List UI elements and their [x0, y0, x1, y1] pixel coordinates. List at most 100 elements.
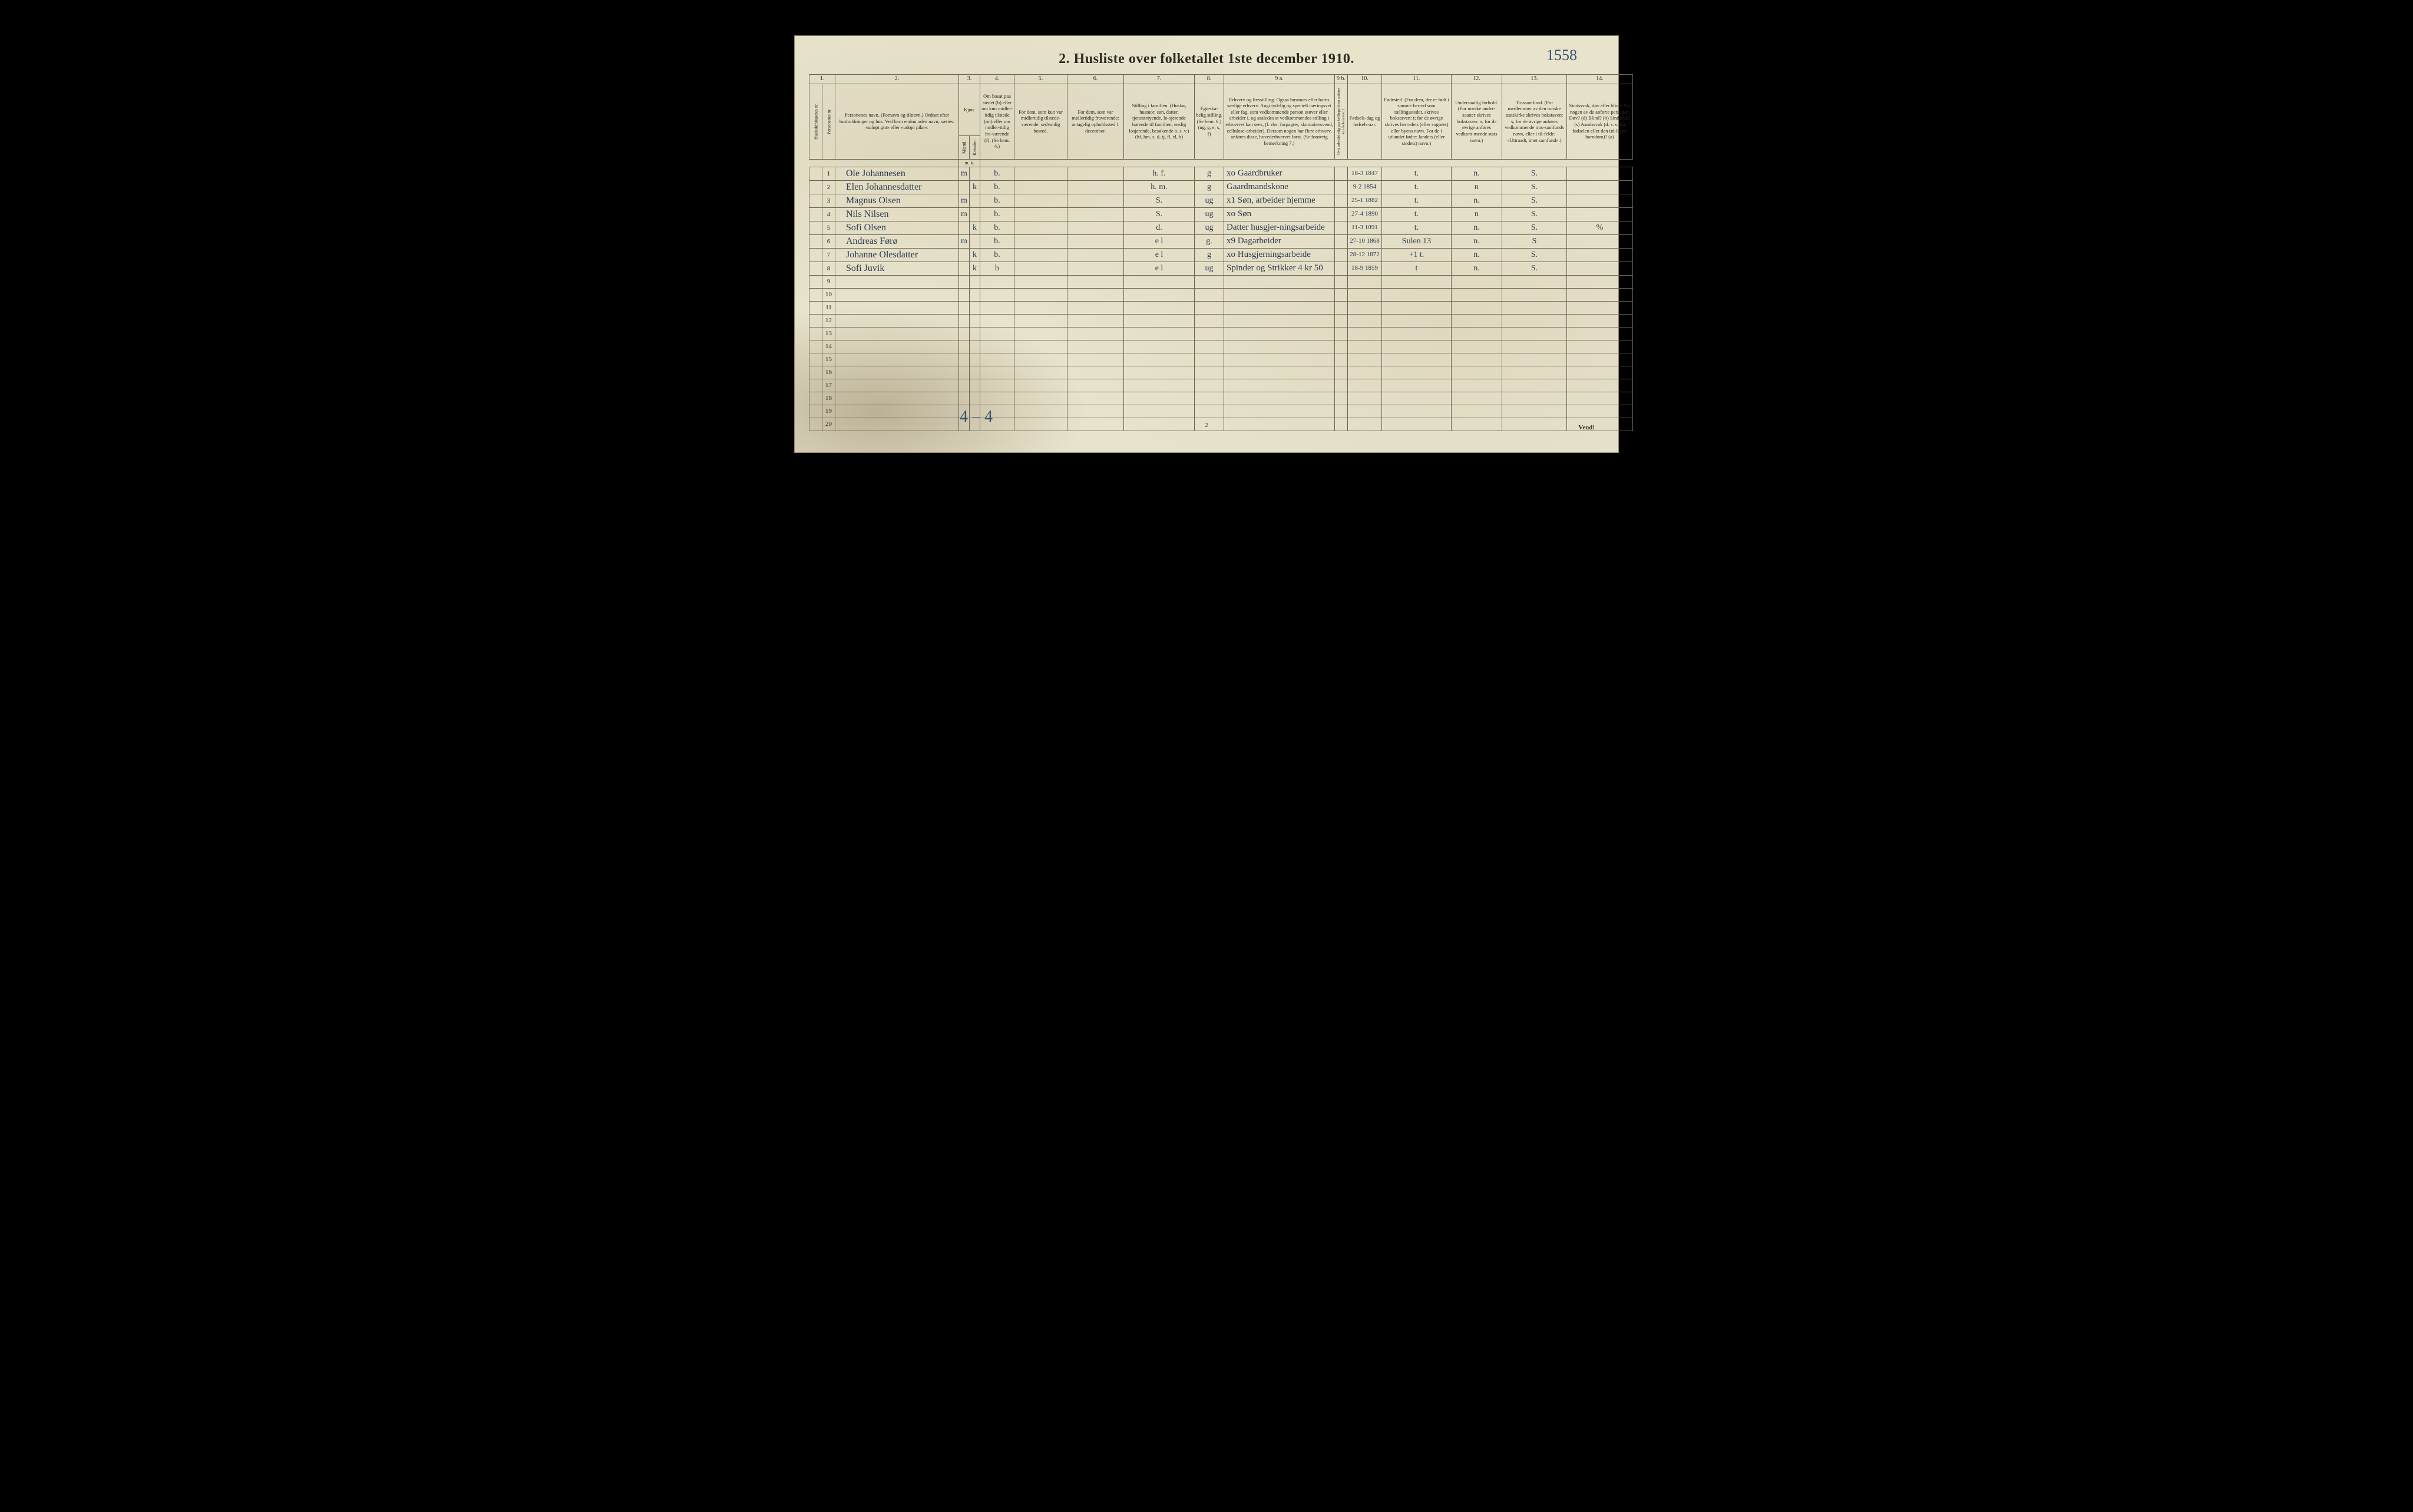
sindssvak: [1567, 194, 1633, 207]
fodselsdato: 28-12 1872: [1348, 248, 1382, 262]
arbeidsledig: [1335, 262, 1348, 275]
subhead-k: Kvinder.: [970, 135, 980, 159]
column-number-row: 1. 2. 3. 4. 5. 6. 7. 8. 9 a. 9 b. 10. 11…: [809, 75, 1633, 84]
person-nr: 16: [822, 366, 835, 379]
empty-cell: [1067, 288, 1124, 301]
person-nr: 9: [822, 275, 835, 288]
person-nr: 8: [822, 262, 835, 275]
empty-cell: [1382, 314, 1452, 327]
egteskab: ug: [1195, 262, 1224, 275]
household-nr: [809, 418, 822, 431]
empty-cell: [1224, 379, 1335, 392]
trossamfund: S.: [1502, 167, 1567, 180]
egteskab: g.: [1195, 234, 1224, 248]
empty-cell: [959, 379, 970, 392]
bosat: b.: [980, 248, 1014, 262]
empty-cell: [1195, 379, 1224, 392]
empty-cell: [1502, 327, 1567, 340]
empty-cell: [1502, 353, 1567, 366]
empty-cell: [1195, 392, 1224, 405]
sex-k: k: [970, 248, 980, 262]
sindssvak: [1567, 180, 1633, 194]
colhead-13: Trossamfund. (For medlemmer av den norsk…: [1502, 84, 1567, 159]
familiestilling: h. m.: [1124, 180, 1195, 194]
empty-cell: [1502, 314, 1567, 327]
sindssvak: [1567, 234, 1633, 248]
empty-cell: [980, 340, 1014, 353]
arbeidsledig: [1335, 248, 1348, 262]
empty-cell: [835, 379, 959, 392]
empty-cell: [1014, 418, 1067, 431]
empty-cell: [959, 327, 970, 340]
sex-m: m: [959, 207, 970, 221]
empty-cell: [1014, 405, 1067, 418]
empty-cell: [1502, 366, 1567, 379]
empty-cell: [970, 314, 980, 327]
household-nr: [809, 248, 822, 262]
colnum-11: 11.: [1382, 75, 1452, 84]
empty-cell: [1067, 301, 1124, 314]
empty-cell: [835, 301, 959, 314]
top-handwritten-number: 1558: [1546, 47, 1577, 64]
trossamfund: S.: [1502, 248, 1567, 262]
sedvanlig: [1014, 207, 1067, 221]
empty-cell: [1348, 275, 1382, 288]
empty-cell: [1452, 366, 1502, 379]
census-form-page: 1558 2. Husliste over folketallet 1ste d…: [794, 35, 1619, 453]
person-nr: 20: [822, 418, 835, 431]
empty-cell: [1335, 275, 1348, 288]
person-nr: 18: [822, 392, 835, 405]
person-nr: 14: [822, 340, 835, 353]
empty-cell: [1014, 340, 1067, 353]
empty-cell: [1335, 366, 1348, 379]
empty-cell: [1567, 314, 1633, 327]
sex-k: k: [970, 262, 980, 275]
familiestilling: h. f.: [1124, 167, 1195, 180]
person-nr: 5: [822, 221, 835, 234]
undersaat: n: [1452, 207, 1502, 221]
empty-cell: [1124, 314, 1195, 327]
sex-m: [959, 221, 970, 234]
empty-cell: [1335, 418, 1348, 431]
sedvanlig: [1014, 167, 1067, 180]
person-nr: 15: [822, 353, 835, 366]
sedvanlig: [1014, 234, 1067, 248]
empty-cell: [1067, 314, 1124, 327]
empty-cell: [1195, 288, 1224, 301]
egteskab: g: [1195, 248, 1224, 262]
erhverv: xo Søn: [1224, 207, 1335, 221]
sex-k: k: [970, 221, 980, 234]
empty-cell: [1382, 353, 1452, 366]
empty-cell: [959, 288, 970, 301]
sex-k: [970, 234, 980, 248]
table-row: 20: [809, 418, 1633, 431]
empty-cell: [1382, 327, 1452, 340]
empty-cell: [1224, 327, 1335, 340]
person-nr: 17: [822, 379, 835, 392]
sex-k: [970, 207, 980, 221]
empty-cell: [980, 288, 1014, 301]
household-nr: [809, 234, 822, 248]
empty-cell: [1014, 275, 1067, 288]
empty-cell: [1348, 288, 1382, 301]
empty-cell: [1348, 340, 1382, 353]
person-name: Nils Nilsen: [835, 207, 959, 221]
table-body: 1Ole Johannesenmb.h. f.gxo Gaardbruker18…: [809, 167, 1633, 431]
empty-cell: [1067, 353, 1124, 366]
empty-cell: [959, 353, 970, 366]
sindssvak: [1567, 207, 1633, 221]
empty-cell: [1567, 418, 1633, 431]
empty-cell: [970, 392, 980, 405]
empty-cell: [1195, 327, 1224, 340]
household-nr: [809, 221, 822, 234]
empty-cell: [1452, 288, 1502, 301]
empty-cell: [1452, 379, 1502, 392]
empty-cell: [1067, 327, 1124, 340]
empty-cell: [1124, 405, 1195, 418]
household-nr: [809, 379, 822, 392]
empty-cell: [1382, 418, 1452, 431]
empty-cell: [1067, 405, 1124, 418]
sex-k: [970, 167, 980, 180]
person-name: Elen Johannesdatter: [835, 180, 959, 194]
person-name: Ole Johannesen: [835, 167, 959, 180]
